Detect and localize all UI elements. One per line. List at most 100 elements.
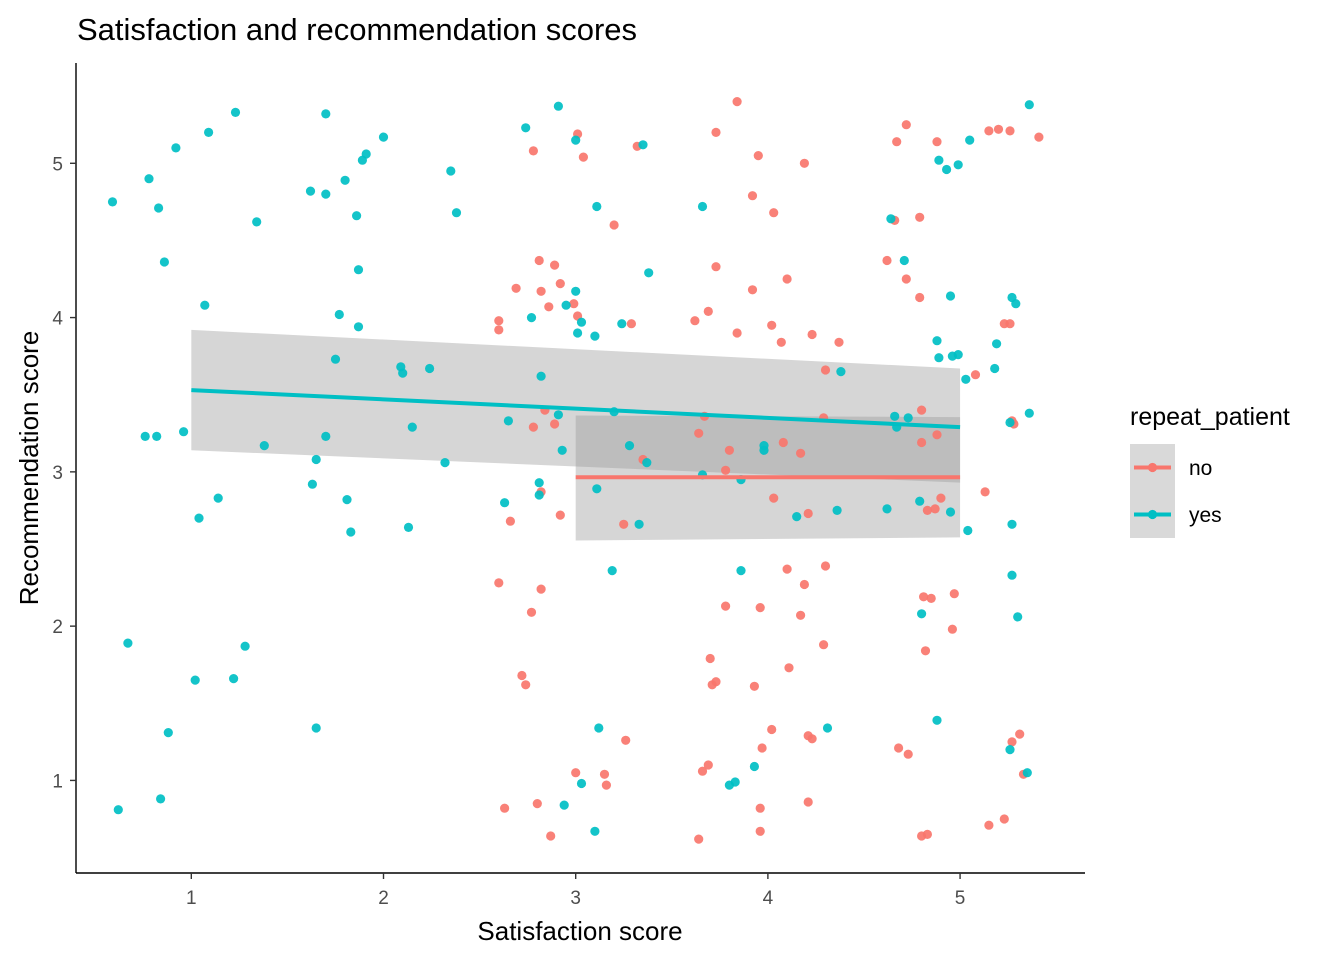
point-no [926, 593, 936, 604]
point-no [769, 208, 779, 218]
point-no [1005, 126, 1015, 136]
point-yes [890, 411, 900, 421]
point-no [782, 274, 792, 284]
point-yes [915, 496, 925, 506]
point-no [755, 803, 765, 813]
point-no [569, 299, 579, 309]
point-no [892, 137, 902, 147]
point-no [1034, 132, 1044, 142]
point-yes [200, 300, 210, 310]
point-yes [792, 511, 802, 522]
chart-title: Satisfaction and recommendation scores [77, 12, 637, 47]
point-no [703, 306, 713, 316]
point-yes [159, 257, 169, 267]
point-no [755, 603, 765, 613]
point-no [901, 274, 911, 284]
point-yes [576, 317, 587, 327]
point-no [705, 653, 715, 664]
point-yes [590, 331, 600, 341]
point-yes [407, 422, 417, 432]
point-yes [1007, 570, 1017, 580]
point-yes [179, 427, 189, 437]
point-no [769, 493, 779, 503]
point-yes [836, 367, 846, 377]
point-no [601, 780, 612, 790]
legend-label-yes: yes [1189, 504, 1222, 527]
point-no [984, 126, 994, 136]
x-tick-label: 5 [955, 888, 966, 909]
point-yes [557, 445, 567, 455]
point-no [917, 405, 927, 415]
point-yes [1013, 612, 1023, 622]
point-yes [346, 527, 356, 537]
point-yes [213, 493, 223, 503]
point-yes [113, 805, 123, 815]
data-points [107, 97, 1044, 844]
point-yes [340, 175, 350, 185]
point-no [528, 422, 539, 432]
point-no [932, 430, 942, 440]
point-yes [307, 479, 317, 489]
point-no [732, 328, 742, 338]
point-yes [357, 155, 367, 165]
point-no [697, 766, 708, 776]
point-no [922, 505, 933, 515]
point-yes [882, 504, 892, 514]
trend-lines [191, 388, 961, 480]
point-no [755, 826, 765, 836]
legend-key-point-yes [1147, 509, 1158, 520]
point-no [544, 302, 554, 312]
point-no [546, 831, 556, 841]
point-no [903, 749, 913, 759]
point-yes [144, 174, 154, 184]
point-yes [992, 339, 1002, 349]
point-yes [736, 566, 746, 576]
point-no [803, 508, 813, 519]
point-no [511, 283, 521, 293]
point-no [694, 834, 704, 844]
point-no [936, 493, 946, 503]
point-yes [990, 363, 1000, 374]
point-no [571, 768, 581, 778]
point-no [724, 445, 735, 455]
point-yes [945, 507, 956, 517]
point-yes [229, 674, 239, 684]
point-yes [107, 197, 118, 207]
point-no [1007, 737, 1017, 747]
point-yes [932, 336, 942, 346]
point-yes [259, 441, 269, 451]
point-no [694, 428, 704, 438]
legend-key-point-no [1147, 462, 1158, 473]
point-no [550, 260, 560, 270]
point-no [711, 127, 721, 137]
point-no [782, 564, 792, 574]
point-yes [446, 166, 456, 176]
point-yes [334, 309, 344, 320]
point-no [521, 680, 531, 690]
point-no [799, 158, 810, 168]
point-yes [822, 723, 833, 733]
point-no [703, 760, 713, 770]
point-no [999, 814, 1009, 824]
trend-line-yes [191, 388, 961, 430]
point-no [526, 607, 537, 617]
point-no [932, 137, 942, 147]
point-yes [534, 490, 544, 500]
point-yes [917, 609, 927, 619]
point-no [534, 255, 544, 266]
point-yes [305, 186, 316, 196]
x-tick-label: 4 [763, 888, 774, 909]
point-yes [576, 778, 587, 789]
point-yes [403, 522, 414, 533]
point-no [834, 337, 844, 347]
point-no [807, 734, 817, 744]
point-yes [190, 675, 200, 685]
point-no [721, 465, 731, 475]
point-no [555, 279, 565, 289]
point-no [494, 325, 504, 335]
point-yes [571, 135, 581, 145]
point-yes [230, 107, 241, 117]
point-yes [697, 201, 708, 212]
point-yes [321, 431, 331, 441]
x-tick-label: 3 [570, 888, 581, 909]
